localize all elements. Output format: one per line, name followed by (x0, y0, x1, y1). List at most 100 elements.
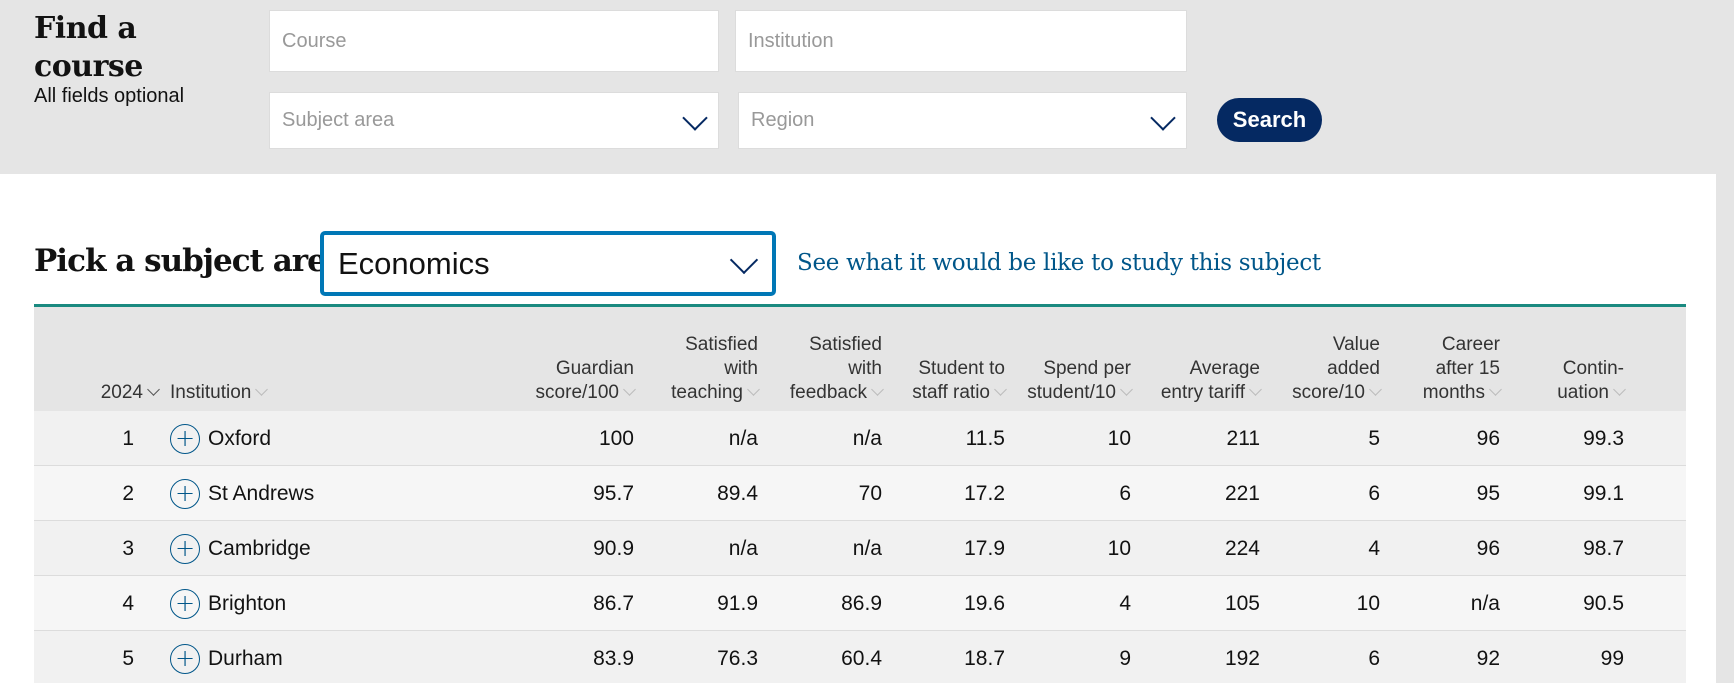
rank-cell: 5 (122, 646, 134, 670)
study-subject-link[interactable]: See what it would be like to study this … (797, 250, 1321, 276)
metric-cell: 89.4 (717, 481, 758, 505)
subject-area-select[interactable]: Subject area (269, 92, 719, 149)
table-top-rule (34, 304, 1686, 307)
institution-cell[interactable]: + Oxford (170, 411, 271, 466)
metric-cell: 6 (1368, 481, 1380, 505)
sort-chevron-icon (623, 383, 636, 396)
metric-cell: 5 (1368, 426, 1380, 450)
metric-cell: 76.3 (717, 646, 758, 670)
table-row: 1 + Oxford 100 n/a n/a 11.5 10 211 5 96 99.3 (34, 411, 1686, 466)
institution-cell[interactable]: + Durham (170, 631, 283, 683)
column-header-line: Satisfied (809, 334, 882, 355)
column-header-line: staff ratio (885, 381, 1007, 405)
table-row: 3 + Cambridge 90.9 n/a n/a 17.9 10 224 4 96 98.7 (34, 521, 1686, 576)
institution-cell[interactable]: + St Andrews (170, 466, 314, 521)
institution-name: Cambridge (208, 536, 311, 560)
column-header-line: uation (1514, 381, 1626, 405)
table-row: 4 + Brighton 86.7 91.9 86.9 19.6 4 105 10 n/a 90.5 (34, 576, 1686, 631)
institution-input[interactable]: Institution (735, 10, 1187, 72)
plus-circle-icon[interactable]: + (170, 478, 200, 509)
plus-circle-icon[interactable]: + (170, 533, 200, 564)
sort-chevron-icon (1489, 383, 1502, 396)
metric-cell: 11.5 (965, 426, 1005, 450)
sort-chevron-icon (747, 383, 760, 396)
column-header[interactable]: Value added score/10 (1270, 333, 1382, 405)
column-header[interactable]: Satisfied with feedback (772, 333, 884, 405)
metric-cell: 4 (1119, 591, 1131, 615)
region-select[interactable]: Region (738, 92, 1187, 149)
metric-cell: 96 (1476, 536, 1500, 560)
institution-cell[interactable]: + Cambridge (170, 521, 311, 576)
region-placeholder: Region (751, 109, 815, 131)
metric-cell: n/a (852, 536, 882, 560)
search-button[interactable]: Search (1217, 98, 1322, 142)
column-header[interactable]: Career after 15 months (1390, 333, 1502, 405)
column-header-year[interactable]: 2024 (88, 381, 160, 405)
metric-cell: 92 (1476, 646, 1500, 670)
column-header-line: Spend per (1043, 358, 1131, 379)
metric-cell: 95.7 (593, 481, 634, 505)
plus-circle-icon[interactable]: + (170, 588, 200, 619)
page-gutter (1716, 174, 1734, 683)
metric-cell: 17.9 (964, 536, 1005, 560)
metric-cell: 100 (598, 426, 634, 450)
rankings-table: 2024 Institution Guardian score/100 Satisfie… (34, 307, 1686, 683)
plus-circle-icon[interactable]: + (170, 423, 200, 454)
metric-cell: n/a (728, 426, 758, 450)
metric-cell: 95 (1476, 481, 1500, 505)
column-header[interactable]: Spend per student/10 (1011, 357, 1133, 405)
column-header-line: added (1327, 358, 1380, 379)
metric-cell: 4 (1368, 536, 1380, 560)
column-header[interactable]: Average entry tariff (1140, 357, 1262, 405)
metric-cell: 17.2 (964, 481, 1005, 505)
subject-picker-value: Economics (338, 245, 490, 281)
column-header[interactable]: Student to staff ratio (885, 357, 1007, 405)
course-placeholder: Course (282, 29, 347, 52)
column-header-line: Guardian (555, 358, 634, 379)
subject-picker-select[interactable]: Economics (320, 231, 776, 296)
column-header-line: months (1390, 381, 1502, 405)
plus-circle-icon[interactable]: + (170, 643, 200, 674)
sort-chevron-icon (1369, 383, 1382, 396)
table-row: 5 + Durham 83.9 76.3 60.4 18.7 9 192 6 92 99 (34, 631, 1686, 683)
rank-cell: 2 (122, 481, 134, 505)
institution-cell[interactable]: + Brighton (170, 576, 286, 631)
metric-cell: 221 (1224, 481, 1260, 505)
sort-chevron-icon (147, 383, 160, 396)
column-header[interactable]: Satisfied with teaching (648, 333, 760, 405)
column-header-line: after 15 (1435, 358, 1500, 379)
pick-subject-label: Pick a subject area (34, 243, 346, 279)
course-finder-panel: Find a course All fields optional Course… (0, 0, 1734, 174)
metric-cell: 90.9 (593, 536, 634, 560)
column-header-line: Student to (918, 358, 1005, 379)
column-header-line: score/100 (524, 381, 636, 405)
column-header-label: Institution (170, 382, 252, 403)
institution-placeholder: Institution (748, 29, 834, 52)
column-header-line: with (848, 358, 882, 379)
metric-cell: 99.3 (1583, 426, 1624, 450)
institution-name: Durham (208, 646, 283, 670)
metric-cell: 224 (1224, 536, 1260, 560)
sort-chevron-icon (1249, 383, 1262, 396)
metric-cell: 105 (1224, 591, 1260, 615)
table-header: 2024 Institution Guardian score/100 Satisfie… (34, 307, 1686, 411)
metric-cell: 70 (858, 481, 882, 505)
column-header[interactable]: Contin-uation (1514, 357, 1626, 405)
column-header-institution[interactable]: Institution (170, 381, 269, 405)
metric-cell: 192 (1224, 646, 1260, 670)
institution-name: Oxford (208, 426, 272, 450)
column-header-line: student/10 (1011, 381, 1133, 405)
metric-cell: 86.7 (593, 591, 634, 615)
table-row: 2 + St Andrews 95.7 89.4 70 17.2 6 221 6 95 99.1 (34, 466, 1686, 521)
course-input[interactable]: Course (269, 10, 719, 72)
column-header-line: Career (1441, 334, 1500, 355)
rank-cell: 3 (122, 536, 134, 560)
column-header[interactable]: Guardian score/100 (524, 357, 636, 405)
column-header-line: Average (1189, 358, 1260, 379)
metric-cell: 6 (1119, 481, 1131, 505)
column-header-line: Value (1332, 334, 1380, 355)
metric-cell: 86.9 (841, 591, 882, 615)
sort-chevron-icon (994, 383, 1007, 396)
rank-cell: 4 (122, 591, 134, 615)
institution-name: Brighton (208, 591, 287, 615)
